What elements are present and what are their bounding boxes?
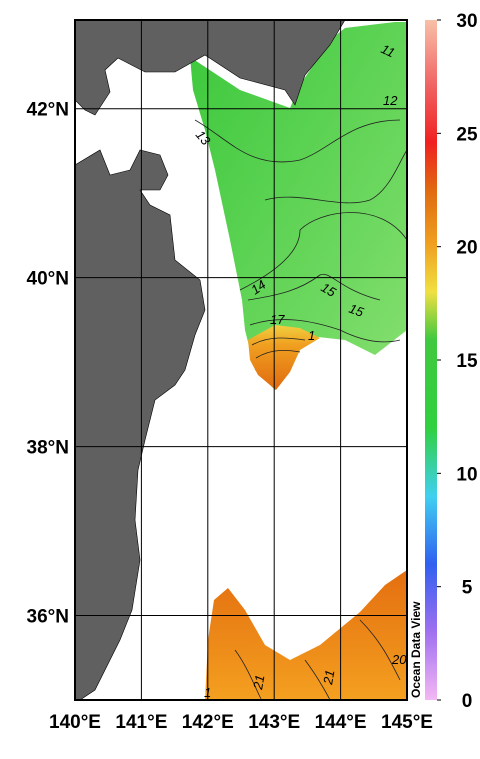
watermark: Ocean Data View (409, 601, 423, 698)
x-tick-label: 143°E (248, 712, 300, 733)
y-tick-label: 36°N (27, 607, 69, 628)
contour-label: 14 (248, 277, 268, 298)
x-tick-label: 140°E (49, 712, 101, 733)
y-tick-label: 38°N (27, 438, 69, 459)
contour-label: 20 (391, 652, 407, 667)
contour-label: 17 (270, 312, 285, 327)
temperature-field-warm (248, 325, 320, 390)
colorbar-tick-label: 20 (456, 238, 477, 259)
contour-label: 11 (379, 41, 398, 60)
colorbar-tick-label: 0 (462, 691, 473, 712)
graticule (75, 20, 407, 700)
temperature-field-north (190, 22, 407, 390)
x-tick-label: 144°E (315, 712, 367, 733)
contour-label: 21 (320, 669, 337, 687)
colorbar-tick-label: 10 (456, 464, 477, 485)
temperature-field-south (205, 570, 407, 700)
contour-label: 1 (204, 685, 211, 700)
contour-label: 12 (383, 93, 398, 108)
colorbar-tick-label: 25 (456, 124, 478, 145)
contour-label: 15 (347, 301, 366, 320)
x-tick-label: 145°E (381, 712, 433, 733)
contour-label: 21 (250, 674, 267, 692)
colorbar (425, 20, 437, 700)
y-tick-label: 40°N (27, 269, 69, 290)
x-tick-label: 141°E (115, 712, 167, 733)
contour-label: 1 (308, 328, 315, 343)
contours (194, 119, 407, 700)
map-area (75, 20, 407, 700)
x-tick-label: 142°E (182, 712, 234, 733)
y-tick-label: 42°N (27, 100, 69, 121)
land (75, 149, 206, 700)
colorbar-tick-label: 15 (456, 351, 478, 372)
colorbar-tick-label: 30 (456, 11, 477, 32)
colorbar-tick-label: 5 (462, 578, 473, 599)
map-frame (74, 19, 408, 701)
